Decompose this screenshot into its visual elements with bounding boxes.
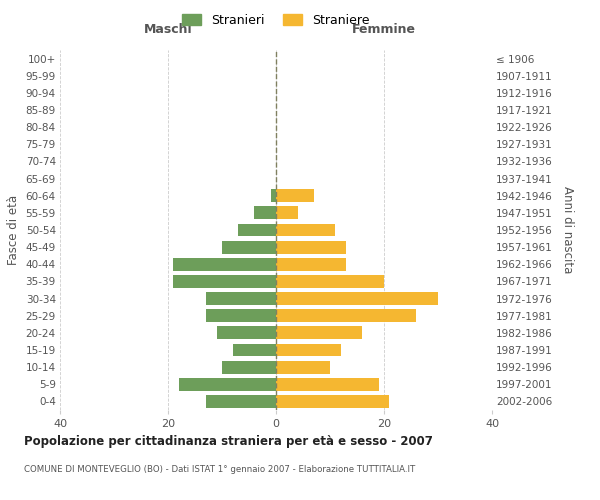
Bar <box>276 326 362 340</box>
Bar <box>206 395 276 408</box>
Bar <box>276 275 384 288</box>
Bar <box>276 378 379 390</box>
Text: Maschi: Maschi <box>143 24 193 36</box>
Bar <box>217 326 276 340</box>
Bar <box>173 258 276 270</box>
Bar <box>276 224 335 236</box>
Bar <box>179 378 276 390</box>
Bar <box>276 310 416 322</box>
Bar <box>276 292 438 305</box>
Bar <box>276 344 341 356</box>
Bar <box>254 206 276 220</box>
Bar <box>276 360 330 374</box>
Bar <box>173 275 276 288</box>
Bar <box>276 206 298 220</box>
Bar <box>206 292 276 305</box>
Bar <box>276 395 389 408</box>
Text: Popolazione per cittadinanza straniera per età e sesso - 2007: Popolazione per cittadinanza straniera p… <box>24 435 433 448</box>
Bar <box>222 240 276 254</box>
Bar <box>276 240 346 254</box>
Bar <box>238 224 276 236</box>
Y-axis label: Fasce di età: Fasce di età <box>7 195 20 265</box>
Bar <box>222 360 276 374</box>
Bar <box>206 310 276 322</box>
Bar <box>276 258 346 270</box>
Bar <box>233 344 276 356</box>
Legend: Stranieri, Straniere: Stranieri, Straniere <box>178 8 374 32</box>
Text: COMUNE DI MONTEVEGLIO (BO) - Dati ISTAT 1° gennaio 2007 - Elaborazione TUTTITALI: COMUNE DI MONTEVEGLIO (BO) - Dati ISTAT … <box>24 465 415 474</box>
Text: Femmine: Femmine <box>352 24 416 36</box>
Bar <box>271 190 276 202</box>
Y-axis label: Anni di nascita: Anni di nascita <box>561 186 574 274</box>
Bar <box>276 190 314 202</box>
